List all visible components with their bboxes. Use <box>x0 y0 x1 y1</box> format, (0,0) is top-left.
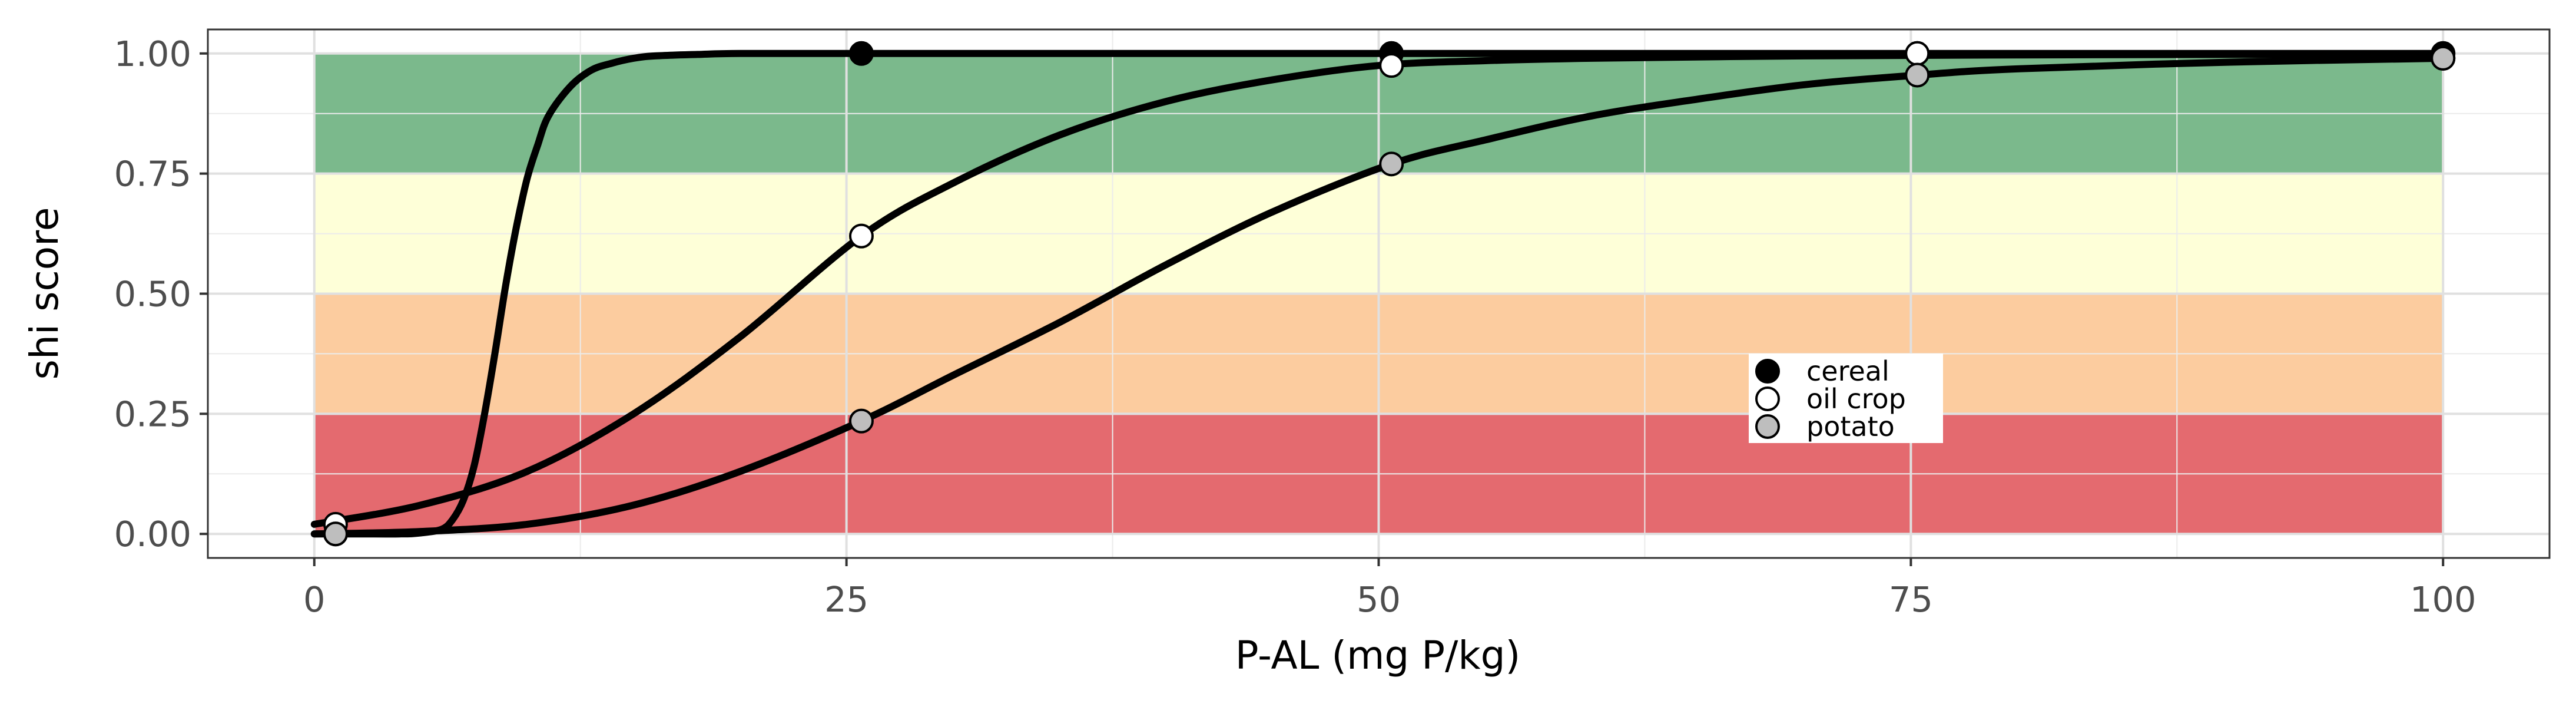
y-tick-label: 0.50 <box>114 274 191 315</box>
point-cereal <box>848 41 874 66</box>
x-tick-label: 75 <box>1889 579 1933 620</box>
legend-key-cereal <box>1755 359 1780 384</box>
point-oil-crop <box>848 223 874 249</box>
x-axis-title: P-AL (mg P/kg) <box>1235 633 1520 678</box>
legend-label: cereal <box>1806 355 1889 387</box>
x-tick-label: 100 <box>2410 579 2476 620</box>
point-potato <box>1905 62 1930 88</box>
x-axis-ticks: 0 25 50 75 100 <box>303 558 2476 620</box>
legend-label: oil crop <box>1806 383 1906 415</box>
legend-key-oil-crop <box>1755 386 1780 411</box>
y-tick-label: 1.00 <box>114 34 191 74</box>
x-tick-label: 50 <box>1357 579 1401 620</box>
x-tick-label: 25 <box>824 579 868 620</box>
point-potato <box>848 408 874 434</box>
point-potato <box>1379 151 1404 177</box>
curve-potato <box>310 54 2447 538</box>
y-axis-ticks: 0.00 0.25 0.50 0.75 1.00 <box>114 34 208 554</box>
point-potato <box>323 521 348 547</box>
y-axis-title: shi score <box>22 207 67 380</box>
y-tick-label: 0.00 <box>114 514 191 554</box>
y-tick-label: 0.75 <box>114 154 191 194</box>
legend-background <box>1749 353 1943 443</box>
legend-label: potato <box>1806 411 1895 442</box>
point-potato <box>2431 45 2456 71</box>
data-points <box>323 41 2456 547</box>
point-oil-crop <box>1379 53 1404 78</box>
legend-key-potato <box>1755 414 1780 439</box>
curve-oil-crop <box>310 50 2447 528</box>
point-oil-crop <box>1905 41 1930 66</box>
y-tick-label: 0.25 <box>114 394 191 434</box>
x-tick-label: 0 <box>303 579 326 620</box>
curves <box>310 49 2447 538</box>
